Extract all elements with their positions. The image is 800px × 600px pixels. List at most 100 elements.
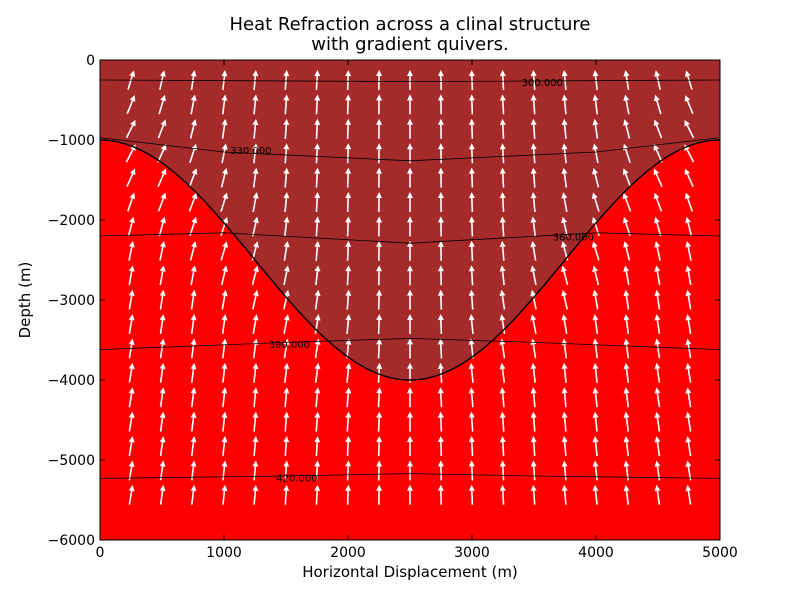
y-axis: 0 −1000 −2000 −3000 −4000 −5000 −6000 [48,53,720,549]
quiver-arrow [283,484,290,505]
quiver-arrow [220,241,229,261]
y-tick-label: 0 [86,53,95,69]
quiver-arrow [345,411,352,432]
quiver-arrow [468,192,475,213]
y-tick-label: −5000 [48,453,95,469]
quiver-arrow [685,216,693,237]
quiver-arrow [188,168,198,188]
quiver-arrow [376,118,383,139]
quiver-arrow [128,241,135,261]
quiver-arrow [128,314,135,334]
quiver-arrow [221,484,228,505]
quiver-arrow [345,118,352,139]
y-tick-label: −1000 [48,133,95,149]
quiver-arrow [623,387,630,408]
quiver-arrow [437,70,444,91]
quiver-arrow [345,192,352,213]
quiver-arrow [376,362,383,383]
quiver-arrow [468,143,475,164]
quiver-arrow [314,192,321,213]
quiver-arrow [190,314,197,335]
x-tick-label: 4000 [578,545,614,561]
quiver-arrow [251,216,259,237]
quiver-arrow [158,216,166,237]
quiver-arrow [623,460,630,481]
quiver-arrow [623,338,630,359]
quiver-arrow [468,484,475,505]
quiver-arrow [345,216,352,237]
quiver-arrow [221,143,228,164]
quiver-arrow [623,436,630,457]
quiver-arrow [252,143,259,164]
quiver-arrow [189,119,197,139]
quiver-arrow [499,314,506,335]
contour-label: 330.000 [230,146,271,157]
quiver-arrow [468,411,475,432]
x-tick-label: 1000 [206,545,242,561]
quiver-arrow [314,289,321,310]
quiver-arrow [623,411,630,432]
quiver-arrow [314,216,321,237]
quiver-arrow [561,436,568,457]
quiver-arrow [530,484,537,505]
quiver-arrow [561,289,568,310]
quiver-arrow [345,436,352,457]
quiver-arrow [468,436,475,457]
quiver-arrow [530,94,537,115]
contour-line [100,232,720,244]
quiver-arrow [376,167,383,188]
quiver-arrow [190,265,197,286]
quiver-arrow [190,484,197,505]
quiver-arrow [437,192,444,213]
quiver-arrow [623,70,630,91]
quiver-arrow [376,387,383,408]
quiver-arrow [190,436,197,457]
quiver-arrow [283,192,290,213]
chart-title-line1: Heat Refraction across a clinal structur… [230,14,591,35]
quiver-arrow [499,216,506,237]
quiver-arrow [623,241,631,261]
quiver-arrow [437,460,444,481]
quiver-arrow [499,460,506,481]
x-axis: 0 1000 2000 3000 4000 5000 [96,60,738,561]
quiver-arrow [468,289,475,310]
quiver-arrow [220,167,228,188]
quiver-arrow [561,192,568,212]
quiver-arrow [407,436,413,456]
quiver-arrow [376,484,383,505]
quiver-arrow [407,167,413,188]
quiver-arrow [283,240,290,261]
quiver-arrow [499,387,506,408]
quiver-arrow [158,94,167,115]
quiver-arrow [159,387,166,408]
quiver-arrow [157,168,167,188]
quiver-arrow [499,289,506,310]
quiver-arrow [283,314,290,334]
quiver-arrow [530,387,537,408]
quiver-arrow [345,314,352,335]
quiver-arrow [283,460,290,481]
quiver-arrow [468,460,475,481]
quiver-arrow [407,118,413,139]
contour-label: 390.000 [269,340,310,351]
quiver-arrow [468,118,475,139]
quiver-arrow [376,314,383,335]
quiver-arrow [345,240,352,261]
quiver-arrow [685,338,692,359]
quiver-arrow [376,460,383,481]
quiver-arrow [437,436,444,457]
quiver-arrow [128,362,135,383]
quiver-arrow [190,460,197,481]
x-tick-label: 5000 [702,545,738,561]
quiver-arrow [221,70,228,91]
quiver-arrow [190,387,197,408]
y-tick-label: −3000 [48,293,95,309]
quiver-arrow [125,119,136,139]
quiver-arrow [530,460,537,481]
quiver-arrow [190,70,197,91]
quiver-arrow [592,484,599,505]
quiver-arrow [592,289,599,310]
quiver-arrow [128,436,135,456]
quiver-arrow [252,70,259,91]
